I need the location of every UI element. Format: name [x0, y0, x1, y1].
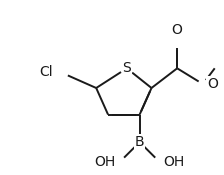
Text: OH: OH: [95, 155, 116, 169]
Text: OH: OH: [163, 155, 185, 169]
Text: O: O: [207, 77, 218, 91]
Text: S: S: [123, 61, 131, 75]
Text: Cl: Cl: [39, 65, 53, 79]
Text: O: O: [172, 23, 183, 37]
Text: B: B: [135, 135, 144, 149]
